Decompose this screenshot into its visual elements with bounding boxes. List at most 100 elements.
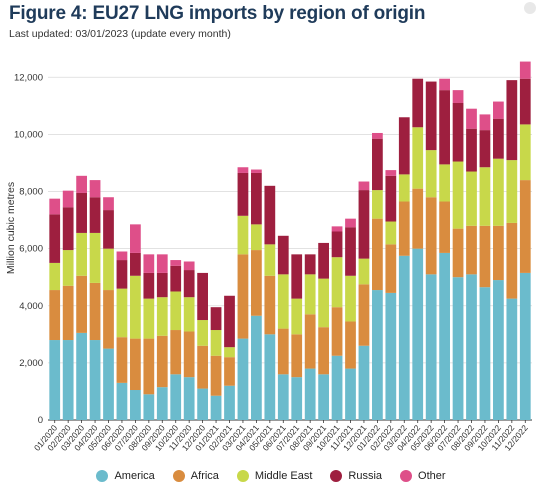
bar-segment-middle-east (130, 275, 141, 339)
bar-segment-africa (237, 254, 249, 339)
bar-segment-russia (116, 260, 128, 289)
bar-segment-america (439, 252, 450, 420)
bar-segment-russia (49, 214, 61, 263)
y-tick-label: 10,000 (14, 129, 43, 140)
bar-segment-africa (398, 201, 410, 256)
bar-segment-africa (49, 290, 61, 341)
bar-segment-america (304, 368, 316, 420)
bar-segment-africa (197, 345, 208, 389)
bar-segment-africa (210, 355, 222, 396)
bar-segment-america (143, 394, 155, 420)
bar-segment-america (398, 255, 410, 420)
bar-segment-russia (130, 252, 141, 276)
bar-segment-africa (506, 222, 518, 299)
bar-segment-africa (116, 337, 128, 383)
bar-segment-other (156, 254, 168, 273)
bar-segment-middle-east (452, 161, 464, 229)
legend-swatch (172, 470, 185, 482)
bar-segment-america (237, 338, 249, 420)
bar-segment-russia (439, 90, 450, 165)
bar-segment-other (183, 261, 195, 271)
bar-segment-middle-east (170, 291, 182, 331)
bar-segment-africa (372, 218, 383, 291)
bar-segment-america (89, 340, 101, 420)
legend-item-other: Other (400, 470, 446, 482)
bar-segment-africa (479, 225, 491, 288)
bar-segment-america (197, 388, 208, 420)
bar-segment-middle-east (291, 298, 303, 335)
bar-segment-middle-east (318, 278, 329, 328)
legend-swatch (330, 470, 343, 482)
bar-segment-russia (493, 118, 504, 159)
bar-segment-russia (237, 172, 249, 216)
bar-segment-russia (506, 80, 518, 161)
bar-segment-middle-east (304, 274, 316, 315)
chart-title: Figure 4: EU27 LNG imports by region of … (9, 3, 426, 24)
bar-segment-america (479, 287, 491, 420)
bar-segment-other (331, 226, 343, 232)
legend-label: Africa (190, 470, 219, 482)
bar-segment-middle-east (425, 150, 437, 198)
bar-segment-russia (183, 270, 195, 298)
bar-segment-russia (304, 254, 316, 275)
bar-segment-russia (412, 78, 424, 128)
bar-segment-middle-east (493, 158, 504, 226)
bar-segment-middle-east (143, 298, 155, 339)
bar-segment-america (291, 377, 303, 420)
bar-segment-africa (439, 201, 450, 253)
bar-segment-russia (398, 117, 410, 175)
bar-segment-africa (304, 314, 316, 369)
bar-segment-africa (358, 284, 370, 346)
bar-segment-middle-east (210, 330, 222, 356)
bar-segment-russia (143, 272, 155, 299)
corner-button[interactable] (524, 2, 536, 14)
bar-segment-america (183, 377, 195, 420)
bar-segment-russia (372, 138, 383, 191)
bar-segment-other (519, 61, 531, 79)
bar-segment-middle-east (264, 244, 276, 276)
bar-segment-africa (130, 338, 141, 391)
legend-label: Other (418, 470, 446, 482)
bar-segment-africa (76, 275, 87, 333)
bar-segment-russia (519, 78, 531, 125)
y-tick-label: 8,000 (19, 187, 43, 198)
bars (49, 61, 531, 420)
y-tick-label: 6,000 (19, 244, 43, 255)
bar-segment-middle-east (197, 320, 208, 346)
bar-segment-middle-east (277, 274, 289, 329)
bar-segment-other (143, 254, 155, 273)
chart-subtitle: Last updated: 03/01/2023 (update every m… (9, 28, 231, 40)
bar-segment-russia (224, 295, 235, 348)
bar-segment-america (170, 374, 182, 420)
bar-segment-africa (466, 225, 477, 275)
bar-segment-russia (466, 128, 477, 172)
bar-segment-middle-east (103, 248, 114, 291)
bar-segment-other (466, 108, 477, 129)
bar-segment-middle-east (385, 221, 397, 245)
bar-segment-middle-east (237, 215, 249, 255)
bar-segment-america (62, 340, 74, 420)
bar-segment-middle-east (412, 127, 424, 189)
bar-segment-russia (210, 307, 222, 331)
bar-segment-america (264, 334, 276, 420)
bar-segment-america (452, 277, 464, 420)
bar-segment-russia (331, 231, 343, 258)
bar-segment-russia (89, 197, 101, 233)
bar-segment-middle-east (398, 174, 410, 202)
bar-segment-africa (412, 188, 424, 249)
legend-label: Russia (348, 470, 383, 482)
bar-segment-other (76, 175, 87, 193)
legend-swatch (400, 470, 413, 482)
bar-segment-africa (224, 357, 235, 386)
bar-segment-africa (156, 335, 168, 388)
gridlines (48, 76, 532, 421)
bar-segment-america (156, 387, 168, 420)
bar-segment-america (103, 348, 114, 420)
bar-segment-other (237, 167, 249, 173)
bar-segment-africa (89, 282, 101, 341)
bar-segment-africa (493, 225, 504, 281)
bar-segment-other (385, 170, 397, 176)
bar-segment-africa (62, 285, 74, 341)
y-axis-ticks: 0 2,000 4,000 6,000 8,000 10,000 12,000 (14, 72, 43, 426)
bar-segment-other (439, 78, 450, 91)
